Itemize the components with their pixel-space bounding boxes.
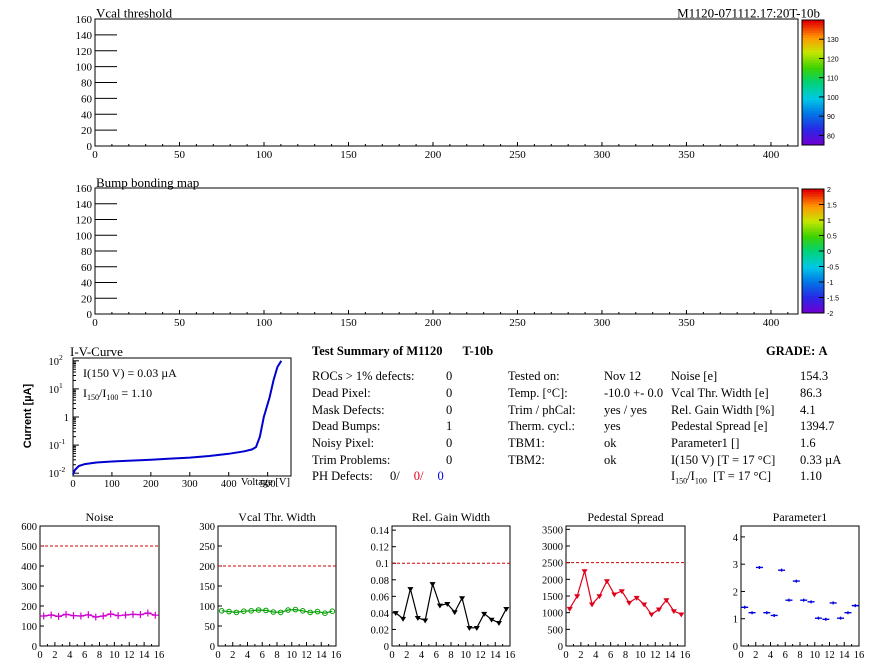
map1-xtick-1: 50 [174,149,186,161]
map1-xtick-8: 400 [763,149,780,161]
map1-ytick-7: 140 [76,30,93,42]
grade-value: A [818,344,828,358]
grade-display: GRADE: A [766,344,828,358]
map1-ytick-3: 60 [81,93,93,105]
ph-defects-values: 0/0/0 [390,468,444,485]
defect-value-4: 0 [446,436,453,451]
parameter-label-0: Noise [e] [671,369,718,383]
map1-xtick-3: 150 [340,149,357,161]
map1-ytick-6: 120 [76,46,93,58]
parameter-value-5: 0.33 µA [800,453,842,467]
defect-label-1: Dead Pixel: [312,385,371,400]
defect-label-5: Trim Problems: [312,453,391,467]
parameter-label-5: I(150 V) [T = 17 °C] [671,453,776,467]
map1-ytick-2: 40 [81,109,93,121]
condition-label-1: Temp. [°C]: [508,385,568,400]
defect-value-0: 0 [446,369,453,383]
map1-xtick-0: 0 [92,149,98,161]
condition-value-2: yes / yes [604,402,648,417]
parameter-label-4: Parameter1 [] [671,436,740,451]
defect-label-0: ROCs > 1% defects: [312,369,415,383]
map1-xtick-6: 300 [594,149,611,161]
parameter-label-2: Rel. Gain Width [%] [671,402,775,417]
condition-value-3: yes [604,419,621,434]
palette1-tick-5: 130 [827,37,839,44]
defect-label-3: Dead Bumps: [312,419,381,434]
map1-xtick-5: 250 [509,149,526,161]
parameter-value-3: 1394.7 [800,419,835,434]
condition-value-0: Nov 12 [604,369,642,383]
map1-ytick-1: 20 [81,125,93,137]
defect-label-2: Mask Defects: [312,402,385,417]
palette1-tick-2: 100 [827,95,839,102]
condition-value-4: ok [604,436,617,451]
map1-xtick-4: 200 [425,149,442,161]
defect-value-2: 0 [446,402,453,417]
parameter-value-1: 86.3 [800,385,822,400]
palette1-tick-1: 90 [827,114,835,121]
condition-value-5: ok [604,453,617,467]
condition-label-2: Trim / phCal: [508,402,576,417]
map1-ytick-8: 160 [76,14,93,26]
defect-value-5: 0 [446,453,453,467]
summary-tag: T-10b [462,344,494,358]
palette1-tick-4: 120 [827,56,839,63]
current-ratio-value: 1.10 [800,469,822,483]
condition-label-4: TBM1: [508,436,545,451]
map1-xtick-7: 350 [678,149,695,161]
ph-defect-value-2: 0/ [413,469,424,483]
parameter-value-2: 4.1 [800,402,816,417]
module-id-label: M1120-071112.17:20T-10b [677,6,820,21]
current-ratio-row: I150/I100 [T = 17 °C] [671,469,772,486]
summary-title: Test Summary of M1120 T-10b [312,344,494,358]
ph-defects-row: PH Defects: [312,469,373,483]
ph-defect-value-1: 0/ [390,469,400,483]
condition-label-3: Therm. cycl.: [508,419,575,434]
vcal-map-title: Vcal threshold [96,6,173,21]
map1-xtick-2: 100 [256,149,273,161]
condition-value-1: -10.0 +- 0.0 [604,385,664,400]
condition-label-0: Tested on: [508,369,560,383]
map1-ytick-0: 0 [87,141,93,153]
parameter-label-1: Vcal Thr. Width [e] [671,385,769,400]
ph-defect-value-3: 0 [437,469,444,483]
defect-value-3: 1 [446,419,453,434]
condition-label-5: TBM2: [508,453,545,467]
map1-ytick-5: 100 [76,62,93,74]
parameter-label-3: Pedestal Spread [e] [671,419,768,434]
parameter-value-0: 154.3 [800,369,829,383]
map1-ytick-4: 80 [81,78,93,90]
palette1-tick-3: 110 [827,76,838,83]
palette1-tick-0: 80 [827,133,835,140]
defect-label-4: Noisy Pixel: [312,436,375,451]
parameter-value-4: 1.6 [800,436,816,451]
defect-value-1: 0 [446,385,453,400]
